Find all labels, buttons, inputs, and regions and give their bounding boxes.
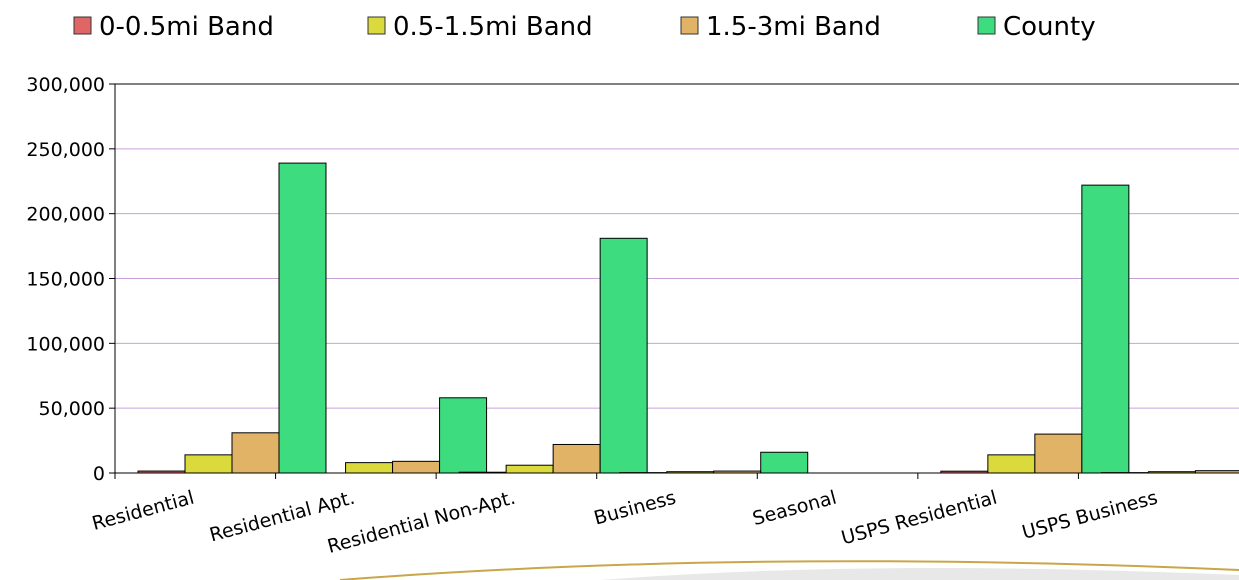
x-tick-label: Residential — [90, 487, 197, 535]
bar — [345, 462, 394, 474]
decorative-swoosh-shade — [600, 568, 1239, 580]
x-tick-label: Business — [592, 487, 679, 530]
x-axis: Residential Residential Apt.Residential N… — [90, 472, 1239, 558]
x-tick-label: USPS Business — [1020, 487, 1160, 544]
y-tick-label: 250,000 — [26, 139, 105, 161]
bar — [987, 454, 1036, 474]
legend-swatch — [73, 16, 92, 35]
legend-label: 1.5-3mi Band — [706, 12, 881, 42]
bar — [1081, 184, 1130, 474]
bar — [278, 162, 327, 474]
legend-swatch — [680, 16, 699, 35]
x-tick-label: Seasonal — [750, 487, 839, 530]
legend: 0-0.5mi Band 0.5-1.5mi Band 1.5-3mi Band Co… — [73, 12, 1096, 42]
bar — [552, 443, 601, 474]
y-tick-label: 150,000 — [26, 269, 105, 291]
legend-label: 0-0.5mi Band — [99, 12, 274, 42]
bar — [439, 397, 488, 474]
decorative-swoosh — [339, 560, 1239, 580]
bar — [760, 451, 809, 474]
bar — [505, 464, 554, 474]
y-tick-label: 200,000 — [26, 204, 105, 226]
bar — [1034, 433, 1083, 474]
legend-swatch — [977, 16, 996, 35]
bar — [231, 432, 280, 474]
bars — [137, 162, 1239, 474]
x-tick-label: USPS Residential — [839, 487, 999, 550]
legend-swatch — [367, 16, 386, 35]
y-tick-label: 50,000 — [39, 398, 105, 420]
y-tick-label: 100,000 — [26, 333, 105, 355]
bar — [599, 237, 648, 474]
y-tick-label: 300,000 — [26, 74, 105, 96]
y-tick-label: 0 — [93, 463, 105, 485]
legend-label: 0.5-1.5mi Band — [393, 12, 593, 42]
bar — [184, 454, 233, 474]
legend-label: County — [1003, 12, 1096, 42]
bar — [392, 460, 441, 474]
y-axis: 0 50,000 100,000 150,000 200,000 250,000 300,0… — [26, 74, 1239, 485]
